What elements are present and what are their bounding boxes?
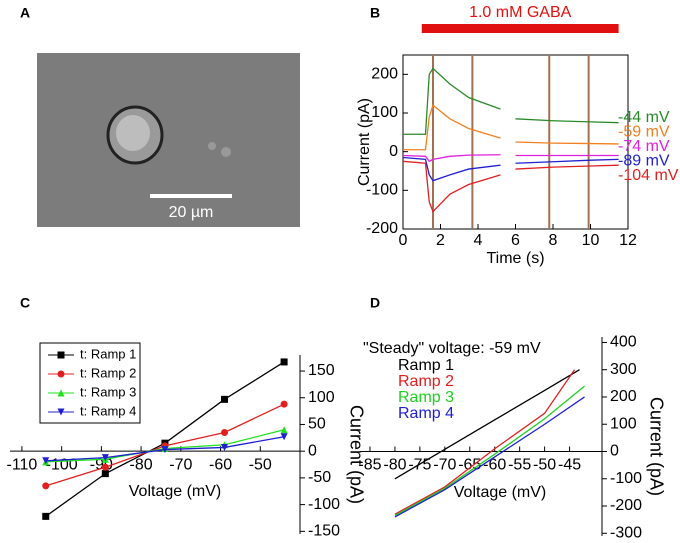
series-label: -89 mV <box>618 153 670 170</box>
scale-bar-label: 20 µm <box>169 204 214 221</box>
series-line <box>394 369 576 515</box>
series-line <box>403 67 619 135</box>
x-tick-label: 0 <box>399 232 408 249</box>
x-tick-label: 6 <box>511 232 520 249</box>
y-tick-label: -100 <box>610 470 642 487</box>
marker <box>57 408 65 416</box>
y-tick-label: -100 <box>308 496 340 513</box>
debris <box>208 142 216 150</box>
y-tick-label: 0 <box>389 143 398 160</box>
series-line <box>402 160 619 213</box>
y-tick-label: 300 <box>610 361 637 378</box>
x-tick-label: 12 <box>619 232 637 249</box>
x-tick-label: -45 <box>558 457 581 474</box>
legend-label: t: Ramp 4 <box>80 403 136 418</box>
series-line <box>402 156 619 182</box>
series-label: -59 mV <box>618 124 670 141</box>
legend-label: t: Ramp 1 <box>80 346 136 361</box>
marker <box>280 433 288 441</box>
marker <box>280 426 288 434</box>
marker <box>101 470 109 478</box>
series-label: -104 mV <box>618 167 679 184</box>
x-tick-label: 4 <box>474 232 483 249</box>
marker <box>101 463 109 471</box>
y-tick-label: 50 <box>308 416 326 433</box>
marker <box>57 351 65 359</box>
marker <box>57 389 65 397</box>
marker <box>221 428 229 436</box>
marker <box>280 358 288 366</box>
y-tick-label: -200 <box>610 497 642 514</box>
x-tick-label: -85 <box>358 457 381 474</box>
marker <box>42 482 50 490</box>
x-tick-label: -50 <box>249 456 272 473</box>
y-tick-label: 200 <box>371 66 398 83</box>
series-line <box>394 385 585 517</box>
panel-label: A <box>20 5 30 21</box>
y-tick-label: 100 <box>308 389 335 406</box>
marker <box>42 457 50 465</box>
micrograph <box>37 53 300 227</box>
x-tick-label: -50 <box>533 457 556 474</box>
x-tick-label: -60 <box>209 456 232 473</box>
x-tick-label: -110 <box>6 456 37 473</box>
x-tick-label: -80 <box>383 457 406 474</box>
annotation: "Steady" voltage: -59 mV <box>363 340 541 357</box>
series-line <box>402 154 619 163</box>
y-tick-label: -300 <box>610 524 642 541</box>
y-axis-title: Current (pA) <box>356 98 373 186</box>
x-tick-label: -70 <box>169 456 192 473</box>
series-label: -44 mV <box>618 109 670 126</box>
panel-label: B <box>370 5 380 21</box>
legend-label: t: Ramp 3 <box>80 384 136 399</box>
marker <box>221 395 229 403</box>
y-tick-label: -50 <box>308 469 331 486</box>
series-line <box>403 104 619 151</box>
y-tick-label: 400 <box>610 334 637 351</box>
series-line <box>394 369 580 480</box>
y-tick-label: 150 <box>308 362 335 379</box>
legend-label: Ramp 3 <box>398 389 454 406</box>
y-tick-label: -100 <box>366 182 398 199</box>
legend-label: Ramp 1 <box>398 357 454 374</box>
y-axis-title: Current (pA) <box>346 405 366 504</box>
debris <box>221 147 231 157</box>
marker <box>161 446 169 454</box>
cell-inner <box>116 115 150 151</box>
x-axis-title: Voltage (mV) <box>454 484 546 501</box>
legend-label: Ramp 4 <box>398 405 454 422</box>
y-tick-label: 200 <box>610 388 637 405</box>
y-tick-label: 0 <box>610 443 619 460</box>
marker <box>42 512 50 520</box>
legend-label: Ramp 2 <box>398 373 454 390</box>
panel-label: C <box>20 295 30 311</box>
x-axis-title: Time (s) <box>486 250 544 267</box>
series-line <box>394 396 585 518</box>
marker <box>280 400 288 408</box>
y-tick-label: 100 <box>371 104 398 121</box>
y-tick-label: -200 <box>366 220 398 237</box>
x-tick-label: 10 <box>582 232 600 249</box>
marker <box>221 443 229 451</box>
x-axis-title: Voltage (mV) <box>129 483 221 500</box>
x-tick-label: 8 <box>549 232 558 249</box>
marker <box>57 370 65 378</box>
panel-label: D <box>370 295 380 311</box>
x-tick-label: -80 <box>130 456 153 473</box>
legend-frame <box>39 342 141 424</box>
y-tick-label: -150 <box>308 523 340 540</box>
y-tick-label: 0 <box>308 442 317 459</box>
x-tick-label: -55 <box>508 457 531 474</box>
annotation: 1.0 mM GABA <box>469 4 572 21</box>
x-tick-label: 2 <box>436 232 445 249</box>
y-tick-label: 100 <box>610 415 637 432</box>
y-axis-title: Current (pA) <box>646 397 666 496</box>
series-label: -74 mV <box>618 138 670 155</box>
x-tick-label: -70 <box>433 457 456 474</box>
marker <box>101 454 109 462</box>
gaba-bar <box>421 24 619 33</box>
legend-label: t: Ramp 2 <box>80 365 136 380</box>
